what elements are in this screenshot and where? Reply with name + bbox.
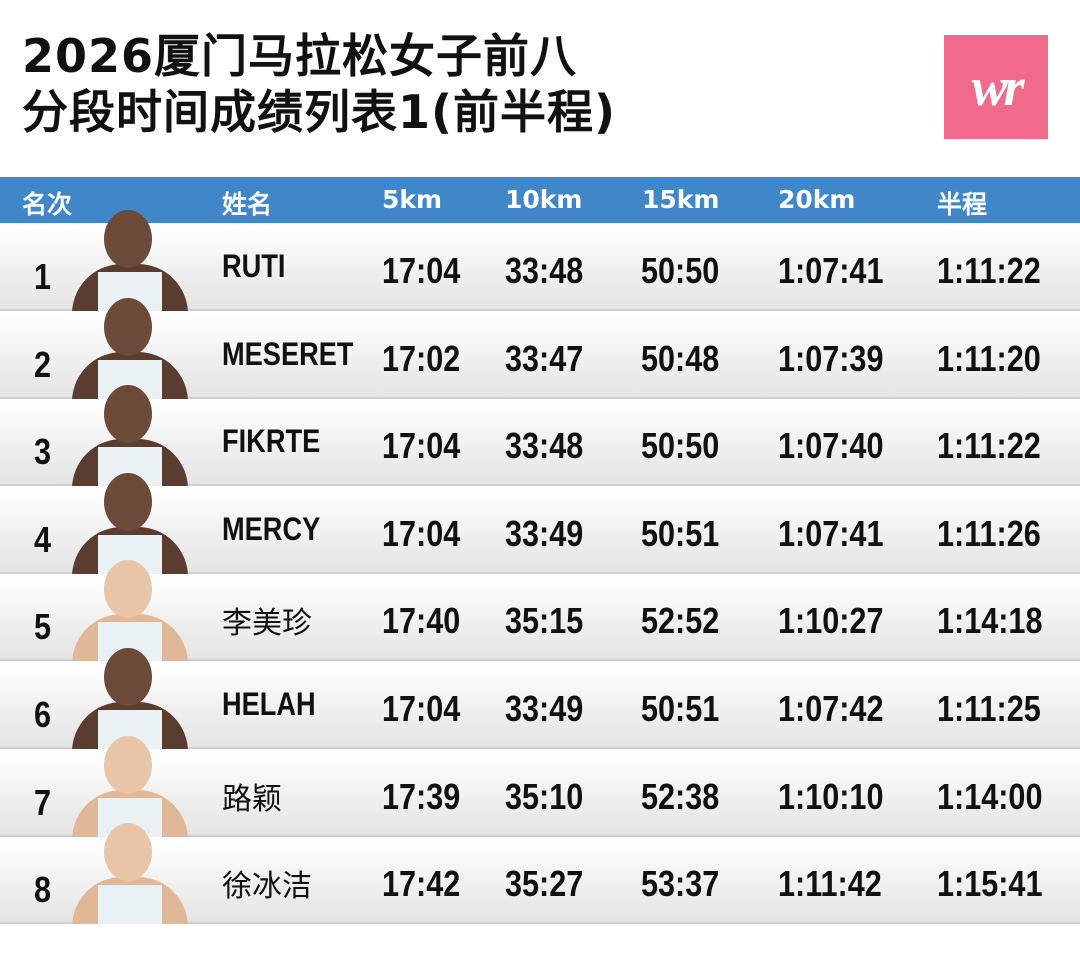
- split-5km: 17:39: [382, 775, 461, 817]
- split-5km: 17:04: [382, 688, 461, 729]
- split-15km: 52:52: [641, 600, 720, 642]
- athlete-name: 李美珍: [222, 606, 312, 642]
- athlete-name: HELAH: [222, 686, 316, 722]
- table-row: 1 RUTI 17:04 33:48 50:50 1:07:41 1:11:22: [0, 210, 1080, 311]
- rank: 8: [34, 869, 52, 911]
- athlete-photo: [60, 560, 200, 662]
- split-15km: 50:50: [641, 425, 720, 467]
- rank: 3: [34, 431, 52, 473]
- split-15km: 50:50: [641, 250, 720, 291]
- split-20km: 1:07:41: [778, 250, 884, 291]
- athlete-name: RUTI: [222, 248, 286, 284]
- table-row: 3 FIKRTE 17:04 33:48 50:50 1:07:40 1:11:…: [0, 385, 1080, 487]
- athlete-photo: [60, 210, 200, 311]
- split-15km: 52:38: [641, 775, 720, 817]
- split-5km: 17:42: [382, 863, 461, 905]
- rank: 5: [34, 606, 52, 648]
- athlete-photo: [60, 735, 200, 837]
- athlete-name: 徐冰洁: [222, 869, 312, 905]
- split-20km: 1:10:27: [778, 600, 884, 642]
- rank: 7: [34, 781, 52, 823]
- table-row: 2 MESERET 17:02 33:47 50:48 1:07:39 1:11…: [0, 297, 1080, 399]
- split-half: 1:11:22: [937, 425, 1041, 467]
- split-20km: 1:11:42: [778, 863, 882, 905]
- split-10km: 33:47: [505, 337, 584, 379]
- split-half: 1:15:41: [937, 863, 1043, 905]
- table-row: 7 路颖 17:39 35:10 52:38 1:10:10 1:14:00: [0, 735, 1080, 837]
- split-10km: 35:10: [505, 775, 584, 817]
- split-half: 1:14:18: [937, 600, 1043, 642]
- split-20km: 1:07:39: [778, 337, 884, 379]
- athlete-photo: [60, 297, 200, 399]
- rank: 6: [34, 694, 52, 735]
- athlete-photo: [60, 472, 200, 574]
- brand-logo: wr: [944, 35, 1048, 139]
- page-title: 2026厦门马拉松女子前八 分段时间成绩列表1(前半程): [22, 29, 617, 139]
- header-name: 姓名: [222, 190, 273, 219]
- split-10km: 33:48: [505, 250, 584, 291]
- athlete-name: 路颖: [222, 781, 282, 817]
- split-20km: 1:07:42: [778, 688, 884, 729]
- athlete-name: MERCY: [222, 510, 321, 547]
- header-rank: 名次: [22, 190, 73, 219]
- table-row: 6 HELAH 17:04 33:49 50:51 1:07:42 1:11:2…: [0, 648, 1080, 749]
- athlete-photo: [60, 385, 200, 487]
- split-20km: 1:07:41: [778, 512, 884, 554]
- table-row: 5 李美珍 17:40 35:15 52:52 1:10:27 1:14:18: [0, 560, 1080, 662]
- athlete-name: FIKRTE: [222, 423, 321, 460]
- athlete-photo: [60, 823, 200, 925]
- split-5km: 17:04: [382, 425, 461, 467]
- split-half: 1:14:00: [937, 775, 1043, 817]
- split-15km: 53:37: [641, 863, 720, 905]
- split-20km: 1:07:40: [778, 425, 884, 467]
- split-10km: 33:48: [505, 425, 584, 467]
- rank: 1: [34, 256, 52, 297]
- rank: 4: [34, 518, 52, 560]
- split-15km: 50:51: [641, 688, 720, 729]
- header-15km: 15km: [642, 185, 720, 214]
- split-5km: 17:02: [382, 337, 461, 379]
- split-half: 1:11:26: [937, 512, 1041, 554]
- table-row: 8 徐冰洁 17:42 35:27 53:37 1:11:42 1:15:41: [0, 823, 1080, 925]
- split-half: 1:11:22: [937, 250, 1041, 291]
- athlete-photo: [60, 648, 200, 749]
- header-half: 半程: [937, 190, 988, 219]
- split-5km: 17:04: [382, 512, 461, 554]
- split-10km: 33:49: [505, 688, 584, 729]
- header-20km: 20km: [778, 185, 856, 214]
- split-15km: 50:48: [641, 337, 720, 379]
- split-5km: 17:04: [382, 250, 461, 291]
- rank: 2: [34, 343, 52, 385]
- athlete-name: MESERET: [222, 335, 354, 372]
- split-15km: 50:51: [641, 512, 720, 554]
- split-20km: 1:10:10: [778, 775, 884, 817]
- split-10km: 35:27: [505, 863, 584, 905]
- split-5km: 17:40: [382, 600, 461, 642]
- split-10km: 35:15: [505, 600, 584, 642]
- table-row: 4 MERCY 17:04 33:49 50:51 1:07:41 1:11:2…: [0, 472, 1080, 574]
- split-10km: 33:49: [505, 512, 584, 554]
- split-half: 1:11:20: [937, 337, 1041, 379]
- header-5km: 5km: [382, 185, 443, 214]
- table-header: 名次 姓名 5km 10km 15km 20km 半程: [0, 177, 1080, 223]
- split-half: 1:11:25: [937, 688, 1041, 729]
- header-10km: 10km: [505, 185, 583, 214]
